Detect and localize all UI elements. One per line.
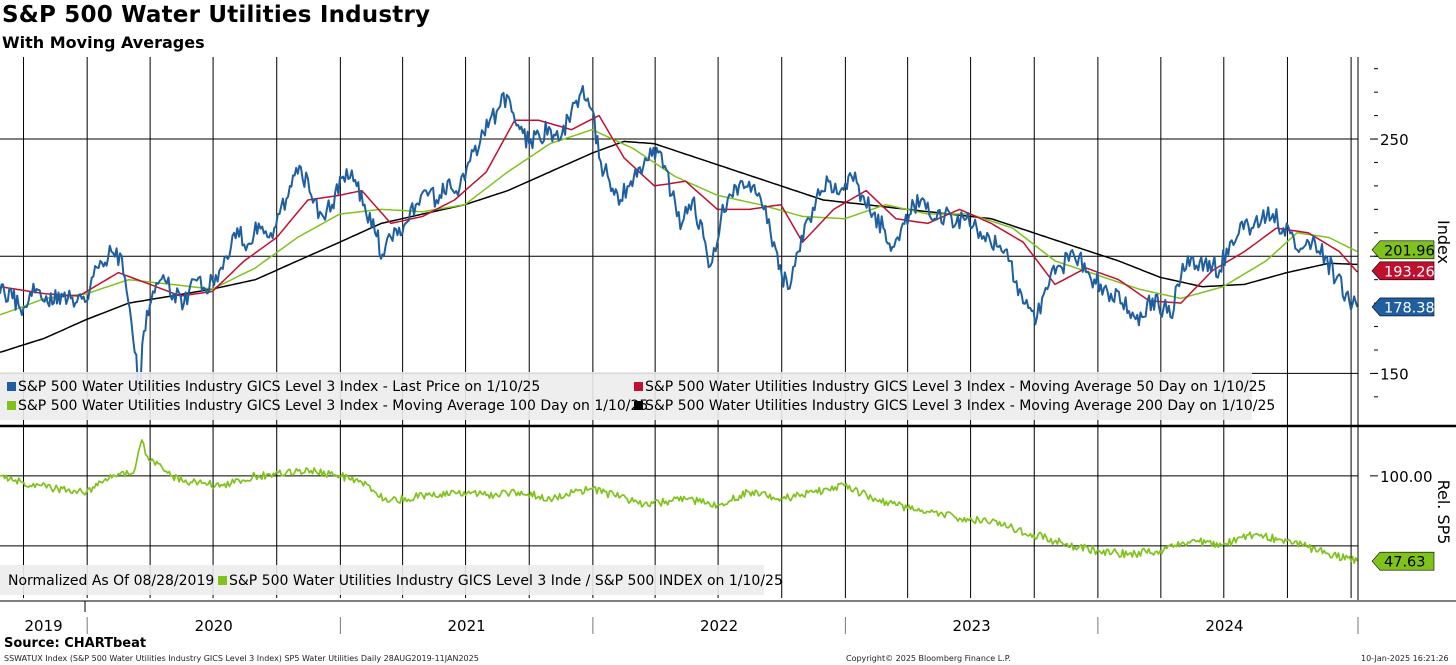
last-value-tag-price-box <box>1371 297 1435 317</box>
last-value-tag-relative-box <box>1371 551 1435 571</box>
source-label: Source: CHARTbeat <box>4 636 147 651</box>
x-year-label: 2022 <box>700 617 738 635</box>
y-tick-label: 100.00 <box>1380 468 1433 486</box>
footer-copyright: Copyright© 2025 Bloomberg Finance L.P. <box>846 654 1011 663</box>
last-value-tag-ma50-text: 193.26 <box>1384 264 1435 280</box>
x-axis: 2019 2020 2021 2022 2023 2024 <box>24 601 1359 635</box>
last-value-tag-ma50: 193.26 <box>1371 261 1435 281</box>
lower-series <box>0 439 1359 564</box>
legend-swatch-0 <box>7 382 16 391</box>
legend-entry-1: S&P 500 Water Utilities Industry GICS Le… <box>645 379 1266 395</box>
legend-entry-2: S&P 500 Water Utilities Industry GICS Le… <box>18 398 648 414</box>
legend-entry-0: S&P 500 Water Utilities Industry GICS Le… <box>18 379 540 395</box>
series-line-1 <box>0 114 1358 304</box>
legend-swatch-3 <box>634 401 643 410</box>
lower-legend: Normalized As Of 08/28/2019 S&P 500 Water… <box>0 565 783 595</box>
x-year-label: 2021 <box>448 617 486 635</box>
gridlines <box>0 57 1358 598</box>
footer-description: SSWATUX Index (S&P 500 Water Utilities I… <box>4 654 479 663</box>
upper-legend: S&P 500 Water Utilities Industry GICS Le… <box>0 372 1275 420</box>
footer-timestamp: 10-Jan-2025 16:21:26 <box>1361 654 1449 663</box>
series-line-0 <box>0 85 1359 396</box>
lower-legend-bg <box>0 565 764 595</box>
x-year-label: 2024 <box>1205 617 1243 635</box>
last-value-tag-price: 178.38 <box>1371 297 1435 317</box>
y-axis-label-lower: Rel. SP5 <box>1434 480 1453 545</box>
legend-swatch-2 <box>7 401 16 410</box>
last-value-tag-relative: 47.63 <box>1371 551 1435 571</box>
chart-subtitle: With Moving Averages <box>2 33 205 52</box>
series-line-2 <box>0 128 1358 316</box>
lower-legend-entry: S&P 500 Water Utilities Industry GICS Le… <box>229 573 783 589</box>
y-tick-label: 150 <box>1380 365 1409 383</box>
x-year-label: 2020 <box>195 617 233 635</box>
legend-entry-3: S&P 500 Water Utilities Industry GICS Le… <box>645 398 1275 414</box>
last-value-tag-price-text: 178.38 <box>1384 300 1435 316</box>
y-axis-label: Index <box>1434 220 1453 264</box>
normalized-note: Normalized As Of 08/28/2019 <box>8 573 214 589</box>
last-value-tag-ma100-text: 201.96 <box>1384 243 1435 259</box>
legend-swatch-1 <box>634 382 643 391</box>
last-value-tag-ma50-box <box>1371 261 1435 281</box>
last-value-tag-ma100: 201.96 <box>1371 240 1435 260</box>
relative-series-line-0 <box>0 439 1359 564</box>
series-line-3 <box>0 140 1358 354</box>
y-tick-label: 250 <box>1380 131 1409 149</box>
upper-series <box>0 85 1359 396</box>
upper-y-axis: 150 250 Index <box>1370 68 1453 398</box>
chart-title: S&P 500 Water Utilities Industry <box>2 2 431 28</box>
lower-legend-swatch <box>218 576 227 585</box>
last-value-tag-relative-text: 47.63 <box>1384 555 1426 571</box>
last-value-tag-ma100-box <box>1371 240 1435 260</box>
x-year-label: 2023 <box>953 617 991 635</box>
upper-legend-bg <box>0 372 1252 420</box>
x-year-label: 2019 <box>24 617 62 635</box>
